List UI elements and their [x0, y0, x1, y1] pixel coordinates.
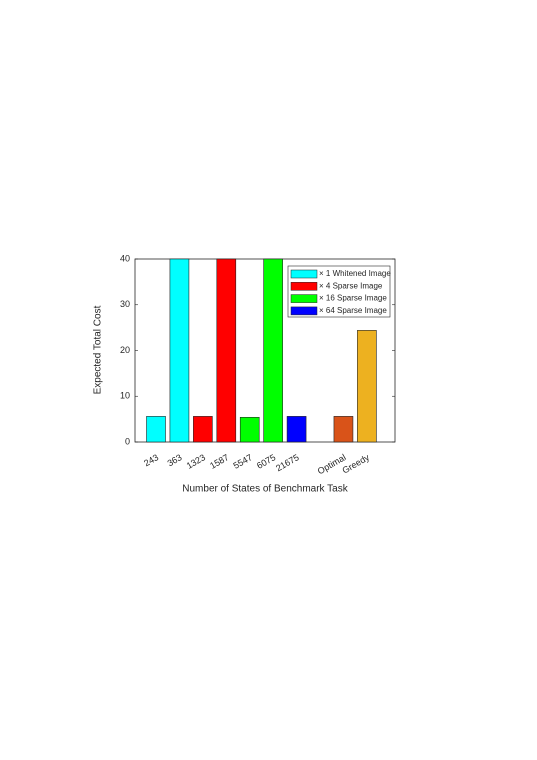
legend-label: × 64 Sparse Image — [319, 306, 387, 315]
bar — [263, 258, 283, 443]
y-tick-label: 0 — [125, 436, 130, 446]
x-tick-label: 243 — [142, 452, 160, 468]
bar — [357, 330, 377, 443]
y-tick-label: 30 — [120, 299, 130, 309]
x-tick-label: 21675 — [274, 452, 301, 473]
x-tick-label: 5547 — [232, 452, 254, 471]
bar — [193, 416, 213, 443]
bar — [146, 416, 166, 443]
bar — [239, 416, 260, 443]
x-axis-label: Number of States of Benchmark Task — [182, 484, 348, 495]
legend-swatch — [290, 269, 318, 279]
legend-swatch — [290, 282, 318, 291]
bar — [169, 258, 190, 443]
y-tick-label: 20 — [120, 345, 130, 355]
x-tick-label: 363 — [166, 452, 184, 468]
bar — [286, 416, 307, 443]
legend-label: × 4 Sparse Image — [319, 281, 383, 290]
bar — [216, 258, 237, 443]
bar — [333, 416, 354, 443]
x-tick-label: 1323 — [185, 452, 207, 471]
legend-swatch — [290, 306, 318, 316]
y-tick-label: 10 — [120, 391, 130, 401]
legend-label: × 16 Sparse Image — [319, 294, 387, 303]
legend-label: × 1 Whitened Image — [319, 269, 391, 278]
y-axis-label: Expected Total Cost — [93, 305, 104, 394]
x-tick-label: 6075 — [255, 452, 277, 471]
legend-swatch — [290, 294, 318, 303]
y-tick-label: 40 — [120, 253, 130, 263]
x-tick-label: Greedy — [340, 452, 371, 476]
x-tick-label: 1587 — [208, 452, 230, 471]
